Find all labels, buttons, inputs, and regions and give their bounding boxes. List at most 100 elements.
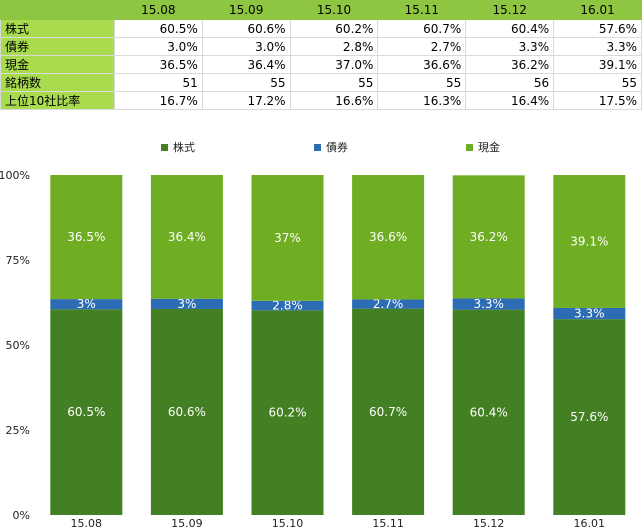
bar-segment — [352, 175, 425, 300]
bar-segment — [553, 175, 626, 308]
data-label: 3.3% — [473, 297, 504, 311]
bar-segment — [352, 299, 425, 309]
data-label: 36.6% — [369, 230, 407, 244]
table-cell: 17.5% — [553, 91, 642, 110]
table-cell: 36.2% — [465, 55, 555, 74]
x-tick-label: 15.09 — [171, 517, 203, 528]
table-column-header: 15.11 — [377, 0, 467, 20]
bar-segment — [452, 175, 525, 299]
bar-segment — [251, 310, 324, 515]
table-corner-cell — [0, 0, 115, 20]
data-label: 60.2% — [268, 406, 306, 420]
y-tick-label: 50% — [6, 339, 30, 352]
table-row-header: 現金 — [0, 55, 115, 74]
y-tick-label: 0% — [13, 509, 30, 522]
legend-label: 債券 — [326, 140, 348, 154]
table-column-header: 15.09 — [201, 0, 291, 20]
bar-segment — [150, 308, 223, 515]
table-cell: 16.3% — [377, 91, 467, 110]
table-cell: 36.5% — [113, 55, 203, 74]
table-cell: 60.7% — [377, 19, 467, 38]
legend-swatch — [314, 144, 321, 151]
x-tick-label: 15.11 — [372, 517, 404, 528]
table-column-header: 15.08 — [113, 0, 203, 20]
table-row-header: 株式 — [0, 19, 115, 38]
bar-segment — [251, 300, 324, 311]
data-label: 36.4% — [168, 230, 206, 244]
table-cell: 17.2% — [201, 91, 291, 110]
data-label: 60.6% — [168, 405, 206, 419]
data-label: 60.4% — [470, 405, 508, 419]
legend-label: 現金 — [478, 140, 500, 154]
data-label: 2.7% — [373, 297, 404, 311]
table-header-row: 15.08 15.09 15.10 15.11 15.12 16.01 — [0, 0, 642, 20]
table-row: 株式 60.5% 60.6% 60.2% 60.7% 60.4% 57.6% — [0, 19, 642, 38]
table-cell: 36.6% — [377, 55, 467, 74]
legend-swatch — [161, 144, 168, 151]
table-cell: 16.4% — [465, 91, 555, 110]
bar-segment — [251, 175, 324, 301]
x-tick-label: 16.01 — [574, 517, 606, 528]
table-cell: 16.6% — [289, 91, 379, 110]
table-cell: 55 — [553, 73, 642, 92]
bar-segment — [452, 298, 525, 310]
data-label: 39.1% — [570, 234, 608, 248]
table-cell: 55 — [289, 73, 379, 92]
bar-segment — [50, 309, 123, 515]
table-column-header: 15.10 — [289, 0, 379, 20]
table-row: 債券 3.0% 3.0% 2.8% 2.7% 3.3% 3.3% — [0, 37, 642, 56]
y-tick-label: 25% — [6, 424, 30, 437]
bar-segment — [553, 307, 626, 320]
bar-segment — [50, 175, 123, 300]
table-column-header: 16.01 — [553, 0, 642, 20]
legend-label: 株式 — [173, 140, 195, 154]
table-cell: 16.7% — [113, 91, 203, 110]
bar-segment — [150, 175, 223, 299]
data-label: 37% — [274, 231, 301, 245]
x-tick-label: 15.10 — [272, 517, 304, 528]
table-cell: 37.0% — [289, 55, 379, 74]
table-cell: 39.1% — [553, 55, 642, 74]
data-label: 2.8% — [272, 299, 303, 313]
table-row-header: 上位10社比率 — [0, 91, 115, 110]
table-cell: 36.4% — [201, 55, 291, 74]
x-tick-label: 15.12 — [473, 517, 505, 528]
data-label: 60.7% — [369, 405, 407, 419]
table-row: 現金 36.5% 36.4% 37.0% 36.6% 36.2% 39.1% — [0, 55, 642, 74]
table-cell: 3.0% — [201, 37, 291, 56]
x-tick-label: 15.08 — [71, 517, 103, 528]
data-label: 57.6% — [570, 410, 608, 424]
bar-segment — [352, 308, 425, 515]
stacked-bar-chart: 0% 25% 50% 75% 100% 株式 債券 現金 60.5% 3% 36.5% 15.08 60… — [0, 140, 626, 528]
data-label: 3% — [177, 297, 196, 311]
bar-segment — [553, 319, 626, 515]
table-cell: 60.6% — [201, 19, 291, 38]
table-cell: 60.2% — [289, 19, 379, 38]
data-label: 36.5% — [67, 230, 105, 244]
bar-segment — [452, 309, 525, 515]
table-cell: 3.0% — [113, 37, 203, 56]
table-row: 銘柄数 51 55 55 55 56 55 — [0, 73, 642, 92]
data-table: 15.08 15.09 15.10 15.11 15.12 16.01 株式 60… — [0, 0, 642, 110]
y-tick-label: 100% — [0, 169, 30, 182]
table-column-header: 15.12 — [465, 0, 555, 20]
table-cell: 57.6% — [553, 19, 642, 38]
bar-segment — [50, 299, 123, 310]
table-cell: 60.4% — [465, 19, 555, 38]
table-cell: 3.3% — [553, 37, 642, 56]
data-label: 3.3% — [574, 307, 605, 321]
y-tick-label: 75% — [6, 254, 30, 267]
table-cell: 51 — [113, 73, 203, 92]
table-cell: 2.8% — [289, 37, 379, 56]
table-row: 上位10社比率 16.7% 17.2% 16.6% 16.3% 16.4% 17.5% — [0, 91, 642, 110]
bar-segment — [150, 298, 223, 309]
table-row-header: 銘柄数 — [0, 73, 115, 92]
legend-swatch — [466, 144, 473, 151]
table-row-header: 債券 — [0, 37, 115, 56]
data-label: 36.2% — [470, 230, 508, 244]
table-cell: 3.3% — [465, 37, 555, 56]
table-cell: 55 — [201, 73, 291, 92]
table-cell: 60.5% — [113, 19, 203, 38]
data-label: 60.5% — [67, 405, 105, 419]
data-label: 3% — [77, 297, 96, 311]
